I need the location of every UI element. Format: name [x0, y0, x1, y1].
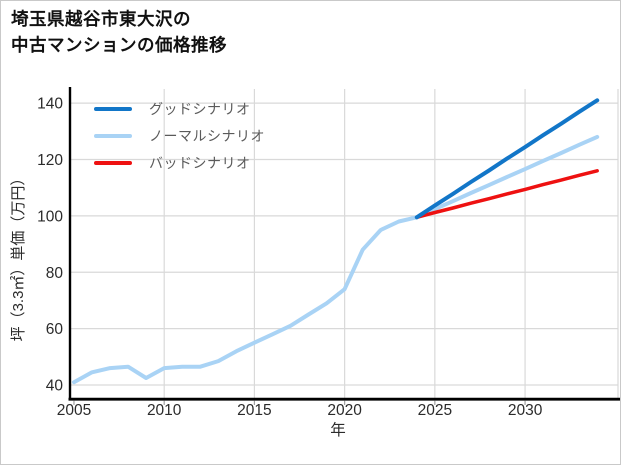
series-line-バッドシナリオ	[415, 169, 599, 220]
bad-scenario-line-swatch	[94, 161, 132, 166]
y-tick-label: 140	[37, 96, 63, 113]
good-scenario-line-swatch	[94, 106, 132, 111]
x-axis-title: 年	[330, 421, 346, 439]
chart-title-line2: 中古マンションの価格推移	[11, 35, 227, 56]
legend-item-good-scenario: グッドシナリオ	[94, 95, 265, 122]
legend-label: ノーマルシナリオ	[149, 128, 265, 145]
y-tick-label: 40	[46, 378, 64, 395]
x-tick-label: 2025	[418, 402, 452, 419]
x-tick-label: 2005	[57, 402, 91, 419]
x-tick-label: 2030	[508, 402, 543, 419]
legend-item-normal-scenario: ノーマルシナリオ	[94, 122, 265, 149]
legend-item-bad-scenario: バッドシナリオ	[94, 150, 265, 177]
chart-title-line1: 埼玉県越谷市東大沢の	[11, 9, 191, 29]
legend-label: バッドシナリオ	[149, 155, 251, 172]
y-tick-label: 100	[37, 208, 63, 225]
series-line-ノーマルシナリオ	[72, 134, 600, 385]
normal-scenario-line-swatch	[94, 134, 132, 139]
legend-label: グッドシナリオ	[149, 100, 251, 117]
series-line-グッドシナリオ	[414, 98, 600, 220]
y-tick-label: 80	[46, 265, 64, 282]
x-tick-label: 2020	[327, 402, 362, 419]
y-tick-label: 60	[46, 321, 64, 338]
y-tick-label: 120	[37, 152, 63, 169]
chart-legend: グッドシナリオ ノーマルシナリオ バッドシナリオ	[94, 95, 265, 177]
x-tick-label: 2010	[147, 402, 182, 419]
chart-title: 埼玉県越谷市東大沢の中古マンションの価格推移	[11, 6, 227, 59]
y-axis-title: 坪（3.3㎡）単価（万円）	[10, 171, 27, 342]
x-tick-label: 2015	[237, 402, 271, 419]
